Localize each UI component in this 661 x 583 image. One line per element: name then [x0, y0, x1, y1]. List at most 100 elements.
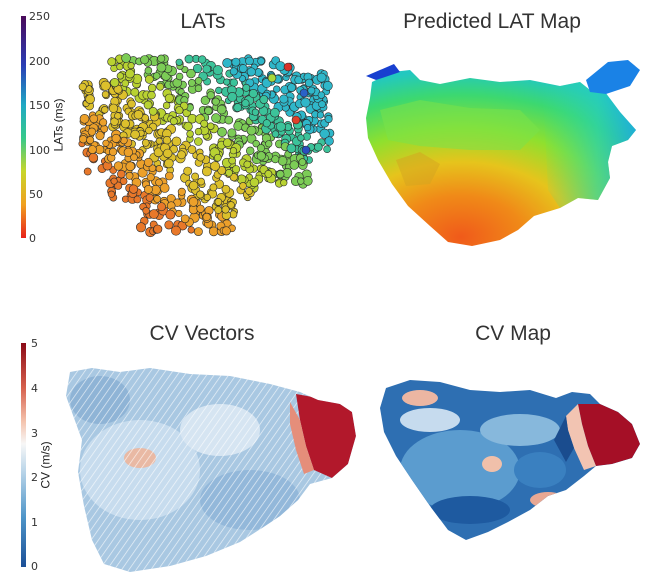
- lat-point: [248, 89, 258, 99]
- lat-point: [300, 97, 311, 108]
- lat-point: [246, 146, 255, 156]
- lat-point: [227, 201, 235, 209]
- lat-point: [130, 87, 140, 97]
- lat-point: [215, 86, 223, 94]
- lat-point: [225, 169, 233, 177]
- lat-point: [162, 101, 171, 110]
- lat-point: [110, 177, 118, 185]
- lat-point: [228, 156, 236, 165]
- lat-point: [110, 117, 119, 126]
- lat-point: [120, 119, 130, 129]
- lat-point: [197, 177, 205, 186]
- lat-point: [294, 75, 303, 85]
- lat-tick-0: 0: [29, 232, 36, 245]
- lat-point: [291, 115, 301, 125]
- lat-point: [271, 155, 280, 164]
- lat-point: [125, 68, 135, 79]
- lat-point: [102, 139, 110, 147]
- lat-point: [245, 56, 254, 66]
- lat-point: [221, 184, 231, 194]
- lat-point: [177, 150, 186, 160]
- lat-point: [177, 187, 186, 196]
- lat-point: [108, 147, 118, 156]
- lat-point: [262, 119, 271, 128]
- lat-point: [273, 85, 281, 93]
- lat-point: [194, 137, 203, 146]
- lats-title: LATs: [180, 10, 226, 33]
- lat-point: [78, 82, 87, 91]
- lat-point: [164, 158, 174, 169]
- lat-point: [245, 187, 253, 195]
- lat-point-cloud: [78, 53, 335, 238]
- lat-point: [229, 173, 238, 182]
- lat-point: [249, 177, 260, 188]
- lat-point: [83, 167, 92, 176]
- lat-point: [121, 79, 130, 88]
- lat-point: [257, 57, 265, 65]
- lat-point: [316, 111, 325, 119]
- lat-point: [200, 119, 209, 128]
- lat-point: [222, 138, 232, 148]
- lat-point: [171, 225, 182, 236]
- lat-point: [287, 83, 296, 92]
- lat-point: [162, 136, 172, 145]
- lat-point: [157, 202, 166, 212]
- lat-point: [238, 64, 248, 73]
- lat-point: [136, 222, 147, 233]
- lat-point: [89, 114, 99, 124]
- lat-point: [231, 57, 241, 67]
- cv-colorbar: [21, 343, 26, 567]
- lat-point: [265, 140, 273, 148]
- lat-point: [159, 183, 170, 193]
- lat-point: [164, 93, 174, 103]
- lat-point: [117, 169, 126, 179]
- lat-point: [186, 130, 194, 138]
- lat-point: [111, 133, 121, 143]
- lat-point: [188, 180, 199, 191]
- lat-point: [148, 164, 157, 172]
- lat-point: [216, 104, 227, 115]
- lat-point: [156, 82, 165, 91]
- lat-point: [165, 171, 174, 181]
- cv-tick-5: 5: [31, 337, 38, 350]
- lat-point: [116, 72, 124, 80]
- lat-point: [147, 90, 156, 100]
- lat-colorbar: [21, 16, 26, 238]
- lat-point: [271, 130, 280, 138]
- lat-point: [153, 195, 161, 203]
- lat-point: [164, 220, 174, 230]
- cv-map-fast-region: [578, 404, 640, 466]
- lat-point: [153, 224, 163, 234]
- lat-point: [317, 91, 326, 99]
- cv-tick-4: 4: [31, 382, 38, 395]
- lat-point: [123, 147, 133, 157]
- lat-point: [127, 62, 135, 70]
- lat-point: [113, 161, 123, 171]
- lat-point: [140, 55, 150, 65]
- lat-point: [203, 193, 211, 201]
- cv-vectors-fast-region: [296, 394, 356, 478]
- lat-point: [156, 62, 167, 73]
- lat-point: [196, 153, 205, 162]
- cv-vectors-title: CV Vectors: [149, 322, 255, 345]
- lat-point: [239, 182, 247, 190]
- lat-point: [196, 204, 205, 213]
- lat-point: [153, 72, 161, 80]
- lat-point: [304, 123, 312, 132]
- lat-point: [99, 118, 108, 127]
- lat-point: [88, 145, 97, 154]
- lat-point: [221, 205, 230, 214]
- lat-point: [133, 109, 144, 120]
- lat-point: [267, 73, 277, 83]
- lat-point: [107, 57, 117, 67]
- lat-point: [209, 183, 218, 192]
- lat-point: [227, 92, 238, 102]
- lat-point: [259, 95, 269, 104]
- lat-point: [157, 54, 166, 63]
- lat-point: [149, 209, 159, 219]
- lat-point: [201, 166, 212, 177]
- lat-point: [148, 107, 158, 116]
- lat-point: [143, 100, 153, 110]
- lat-tick-50: 50: [29, 188, 43, 201]
